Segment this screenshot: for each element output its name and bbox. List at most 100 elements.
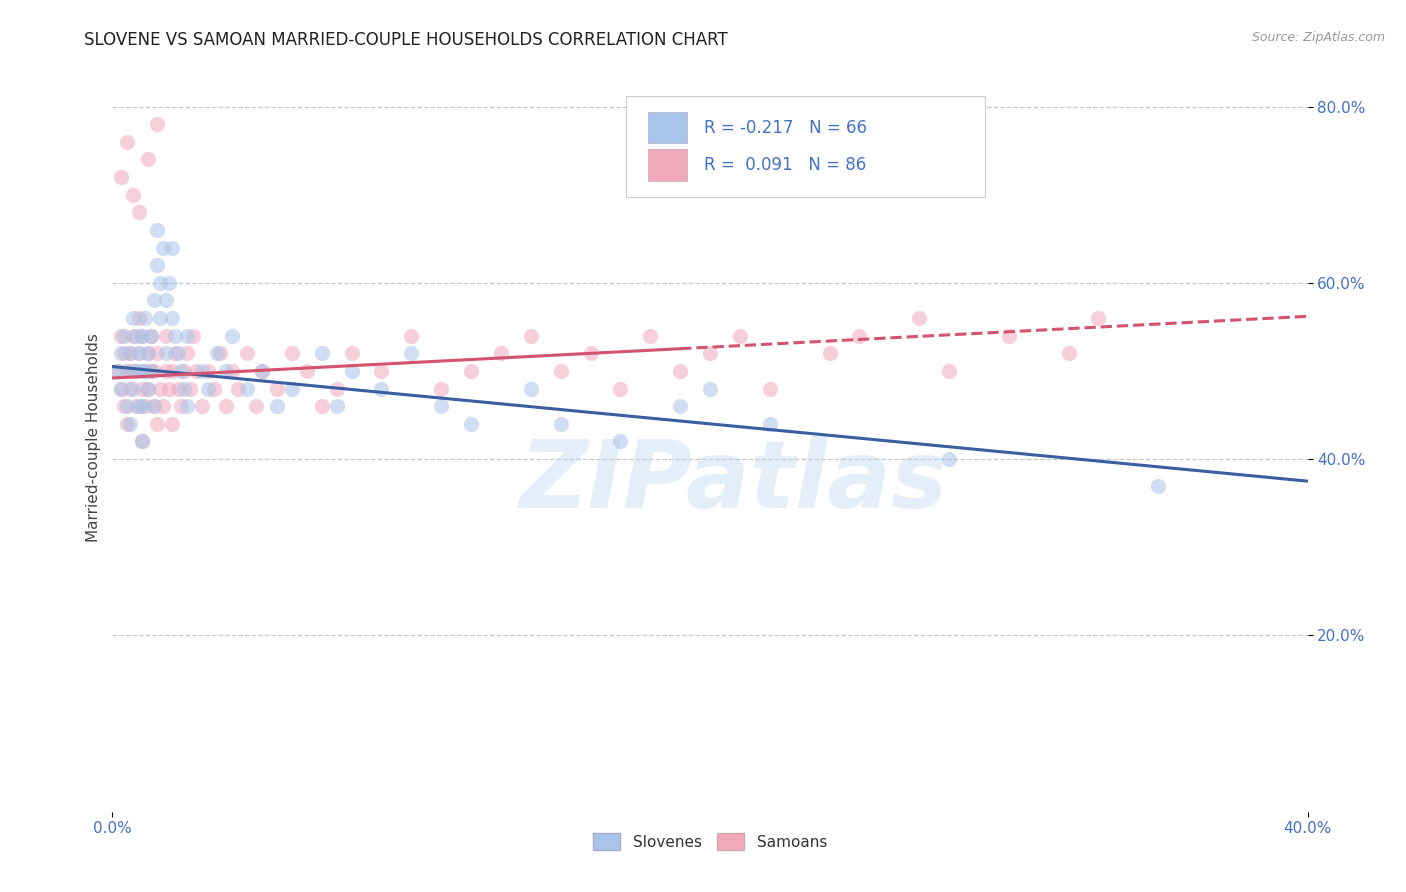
Point (143, 364, 166, 378)
Point (120, 382, 142, 396)
Point (143, 399, 166, 413)
Point (186, 364, 208, 378)
Point (141, 328, 163, 343)
Point (245, 399, 267, 413)
Point (117, 364, 139, 378)
Point (134, 364, 156, 378)
Point (170, 399, 193, 413)
Point (152, 241, 174, 255)
Legend: Slovenes, Samoans: Slovenes, Samoans (586, 827, 834, 856)
FancyBboxPatch shape (648, 112, 688, 144)
Point (460, 364, 482, 378)
Point (197, 364, 219, 378)
Point (938, 452, 960, 467)
Point (489, 346, 512, 360)
Point (250, 364, 273, 378)
Point (122, 328, 145, 343)
Point (117, 135, 139, 149)
Point (125, 364, 148, 378)
Point (138, 382, 160, 396)
Point (117, 417, 139, 431)
Point (107, 364, 129, 378)
Point (114, 346, 135, 360)
Point (311, 399, 333, 413)
Point (1057, 346, 1080, 360)
Point (179, 382, 201, 396)
Point (162, 417, 183, 431)
Point (114, 399, 135, 413)
Point (128, 205, 150, 219)
Point (122, 364, 145, 378)
Point (110, 328, 132, 343)
Point (266, 399, 288, 413)
Text: R =  0.091   N = 86: R = 0.091 N = 86 (704, 156, 866, 174)
Point (176, 346, 198, 360)
Point (281, 346, 304, 360)
Point (167, 382, 190, 396)
Point (131, 434, 153, 449)
Point (131, 399, 153, 413)
Point (215, 364, 238, 378)
Point (131, 328, 153, 343)
Point (162, 311, 183, 326)
Point (125, 364, 148, 378)
Point (138, 346, 160, 360)
Point (370, 382, 392, 396)
Point (728, 328, 751, 343)
Point (146, 258, 169, 272)
Point (162, 241, 183, 255)
Point (226, 382, 249, 396)
Point (141, 328, 163, 343)
Point (640, 328, 662, 343)
Point (938, 364, 960, 378)
Point (181, 328, 204, 343)
Point (165, 346, 187, 360)
Text: Source: ZipAtlas.com: Source: ZipAtlas.com (1251, 31, 1385, 45)
Point (520, 328, 543, 343)
Point (579, 346, 602, 360)
Point (107, 364, 129, 378)
Point (114, 328, 135, 343)
Point (134, 364, 156, 378)
Point (430, 399, 453, 413)
Point (759, 382, 782, 396)
Point (669, 364, 692, 378)
Point (550, 417, 572, 431)
Point (266, 382, 288, 396)
Point (128, 399, 150, 413)
Point (520, 382, 543, 396)
Point (1147, 478, 1170, 492)
Point (197, 382, 219, 396)
Point (149, 276, 172, 290)
Point (295, 364, 318, 378)
Point (125, 328, 148, 343)
Point (759, 417, 782, 431)
Point (120, 417, 142, 431)
Point (117, 399, 139, 413)
Text: R = -0.217   N = 66: R = -0.217 N = 66 (704, 119, 868, 136)
Point (609, 382, 631, 396)
Point (149, 311, 172, 326)
Point (460, 417, 482, 431)
Point (998, 328, 1021, 343)
Point (176, 328, 198, 343)
Point (221, 328, 243, 343)
Point (117, 364, 139, 378)
Point (191, 399, 214, 413)
Point (401, 328, 423, 343)
Point (138, 346, 160, 360)
Point (149, 382, 172, 396)
Point (157, 382, 180, 396)
Point (141, 364, 163, 378)
Point (221, 364, 243, 378)
Point (128, 311, 150, 326)
Point (128, 346, 150, 360)
Point (122, 187, 145, 202)
Point (165, 328, 187, 343)
Point (848, 328, 870, 343)
Point (155, 346, 177, 360)
Point (699, 382, 721, 396)
Point (146, 417, 169, 431)
Point (120, 346, 142, 360)
Point (122, 311, 145, 326)
